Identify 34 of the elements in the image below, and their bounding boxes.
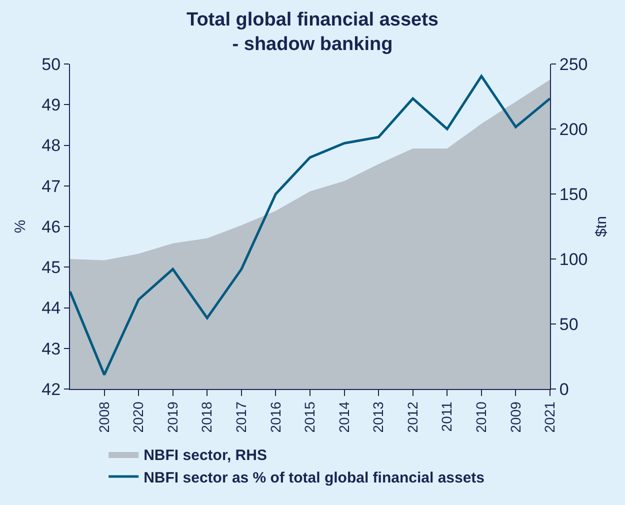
y-tick-label: 43 bbox=[42, 339, 61, 358]
y2-axis-title: $tn bbox=[592, 216, 610, 237]
x-tick-label: 2011 bbox=[438, 401, 455, 432]
x-tick-label: 2019 bbox=[164, 401, 180, 433]
y2-tick-label: 250 bbox=[559, 54, 588, 74]
y-tick-label: 45 bbox=[42, 258, 61, 278]
x-tick-label: 2013 bbox=[370, 401, 386, 433]
y2-tick-label: 0 bbox=[559, 380, 569, 399]
x-tick-label: 2015 bbox=[302, 401, 318, 433]
x-tick-label: 2009 bbox=[507, 401, 524, 433]
y-tick-label: 46 bbox=[42, 217, 61, 236]
y-axis-title: % bbox=[12, 220, 29, 234]
y-tick-label: 49 bbox=[42, 96, 61, 115]
x-tick-label: 2017 bbox=[232, 401, 249, 433]
x-tick-label: 2021 bbox=[542, 401, 558, 433]
x-tick-label: 2014 bbox=[336, 401, 352, 433]
y-tick-label: 44 bbox=[42, 298, 61, 318]
x-tick-label: 2020 bbox=[130, 401, 146, 433]
x-tick-label: 2010 bbox=[472, 401, 489, 433]
legend-label: NBFI sector as % of total global financial assets bbox=[144, 469, 485, 486]
legend-label: NBFI sector, RHS bbox=[144, 446, 267, 464]
y-tick-label: 50 bbox=[42, 54, 61, 74]
y2-tick-label: 150 bbox=[559, 184, 588, 204]
y2-tick-label: 50 bbox=[559, 314, 578, 334]
x-tick-label: 2016 bbox=[267, 401, 284, 433]
x-tick-label: 2018 bbox=[198, 401, 215, 433]
y2-tick-label: 100 bbox=[559, 250, 588, 269]
x-tick-label: 2008 bbox=[96, 401, 112, 433]
chart-title: Total global financial assets - shadow banking bbox=[186, 9, 438, 55]
y-tick-label: 42 bbox=[42, 380, 61, 399]
y-tick-label: 48 bbox=[42, 136, 61, 156]
x-tick-label: 2012 bbox=[404, 401, 420, 433]
y2-tick-label: 200 bbox=[559, 120, 588, 139]
y-tick-label: 47 bbox=[42, 176, 61, 196]
